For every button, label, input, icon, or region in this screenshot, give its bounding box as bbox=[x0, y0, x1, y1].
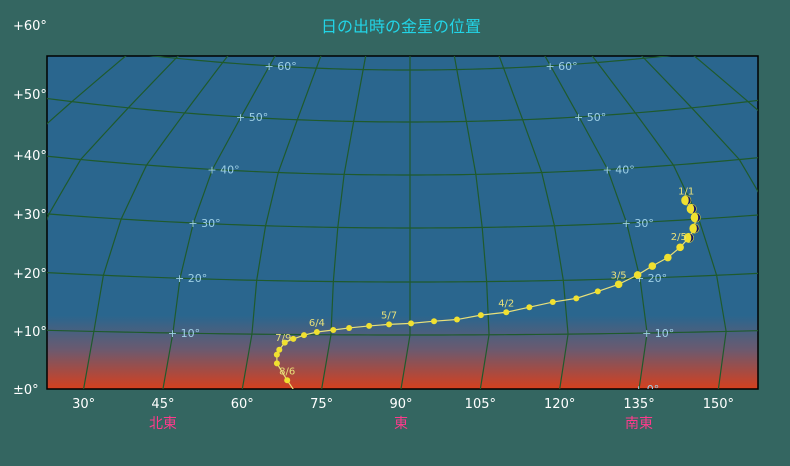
chart-title: 日の出時の金星の位置 bbox=[321, 17, 481, 36]
direction-label: 南東 bbox=[625, 416, 653, 432]
grid-altitude-label: + 40° bbox=[207, 163, 239, 176]
venus-point bbox=[549, 299, 556, 306]
venus-point bbox=[313, 329, 320, 336]
venus-point bbox=[454, 316, 461, 323]
grid-altitude-label: + 40° bbox=[603, 163, 635, 176]
y-axis: +60° +50° +40° +30° +20° +10° ±0° bbox=[13, 19, 47, 398]
venus-point bbox=[284, 377, 291, 384]
venus-point bbox=[676, 243, 684, 252]
y-tick-label: +50° bbox=[13, 88, 47, 103]
venus-dark-side bbox=[695, 213, 701, 223]
venus-point bbox=[346, 324, 353, 331]
grid-altitude-labels: + 60° + 60° + 50° + 50° + 40° + 40° + 30° + 30°… bbox=[168, 60, 674, 396]
x-tick-label: 30° bbox=[72, 397, 95, 412]
x-tick-label: 150° bbox=[703, 397, 734, 412]
meridian-line bbox=[241, 56, 322, 389]
grid-altitude-label: + 0° bbox=[634, 383, 659, 396]
altitude-line bbox=[112, 0, 709, 18]
venus-point bbox=[633, 271, 642, 279]
venus-point bbox=[664, 253, 672, 262]
date-label: 2/5 bbox=[671, 232, 687, 243]
meridian-line bbox=[641, 56, 758, 193]
date-label: 5/7 bbox=[381, 310, 397, 321]
x-axis: 30° 45° 60° 75° 90° 105° 120° 135° 150° bbox=[72, 397, 734, 412]
venus-point bbox=[648, 262, 657, 270]
date-label: 6/4 bbox=[309, 318, 325, 329]
x-tick-label: 120° bbox=[544, 397, 575, 412]
direction-labels: 北東 東 南東 bbox=[149, 416, 653, 432]
venus-point bbox=[273, 360, 280, 367]
venus-point bbox=[594, 288, 601, 295]
date-label: 3/5 bbox=[611, 270, 627, 281]
venus-point bbox=[366, 322, 373, 329]
date-label: 8/6 bbox=[279, 366, 295, 377]
x-tick-label: 75° bbox=[310, 397, 333, 412]
venus-point bbox=[276, 346, 283, 353]
venus-point bbox=[281, 339, 288, 346]
altitude-line bbox=[47, 271, 758, 283]
meridian-line bbox=[400, 56, 411, 389]
venus-point bbox=[573, 295, 580, 302]
y-tick-label: +30° bbox=[13, 208, 47, 223]
meridian-line bbox=[591, 56, 727, 389]
meridian-line bbox=[83, 56, 229, 389]
venus-point bbox=[330, 327, 337, 334]
altitude-line bbox=[47, 329, 758, 336]
altitude-line bbox=[47, 155, 758, 176]
grid-altitude-label: + 20° bbox=[175, 272, 207, 285]
meridian-line bbox=[544, 56, 648, 389]
y-tick-label: +60° bbox=[13, 19, 47, 34]
altitude-line bbox=[148, 56, 672, 71]
venus-point bbox=[408, 320, 415, 327]
y-tick-label: +20° bbox=[13, 267, 47, 282]
altitude-line bbox=[47, 97, 758, 123]
venus-dark-side bbox=[694, 223, 699, 233]
grid-altitude-label: + 10° bbox=[168, 327, 200, 340]
grid-altitude-label: + 60° bbox=[545, 60, 577, 73]
grid bbox=[47, 0, 758, 389]
venus-point bbox=[477, 312, 484, 319]
x-tick-label: 45° bbox=[151, 397, 174, 412]
venus-dark-side bbox=[691, 204, 697, 214]
direction-label: 東 bbox=[394, 416, 408, 432]
venus-dark-side bbox=[688, 233, 694, 243]
grid-altitude-label: + 30° bbox=[188, 217, 220, 230]
y-tick-label: +40° bbox=[13, 149, 47, 164]
grid-altitude-label: + 60° bbox=[265, 60, 297, 73]
venus-point bbox=[526, 304, 533, 311]
altitude-line bbox=[47, 213, 758, 229]
meridian-line bbox=[453, 56, 490, 389]
grid-altitude-label: + 20° bbox=[635, 272, 667, 285]
venus-path: 1/1 2/5 3/5 4/2 5/7 6/4 7/9 8/6 bbox=[273, 186, 701, 389]
y-tick-label: ±0° bbox=[13, 383, 39, 398]
x-tick-label: 60° bbox=[231, 397, 254, 412]
meridian-line bbox=[321, 56, 367, 389]
venus-point bbox=[301, 332, 308, 339]
grid-altitude-label: + 50° bbox=[574, 111, 606, 124]
direction-label: 北東 bbox=[149, 416, 177, 432]
y-tick-label: +10° bbox=[13, 325, 47, 340]
date-label: 1/1 bbox=[678, 186, 694, 197]
venus-point bbox=[431, 318, 438, 325]
grid-altitude-label: + 30° bbox=[622, 217, 654, 230]
meridian-line bbox=[47, 56, 179, 221]
venus-dark-side bbox=[686, 195, 691, 205]
date-label: 7/9 bbox=[275, 333, 291, 344]
venus-point bbox=[386, 321, 393, 328]
venus-point bbox=[273, 351, 280, 358]
venus-point bbox=[503, 309, 510, 316]
meridian-line bbox=[162, 56, 276, 389]
date-label: 4/2 bbox=[498, 298, 514, 309]
grid-altitude-label: + 50° bbox=[236, 111, 268, 124]
grid-altitude-label: + 10° bbox=[642, 327, 674, 340]
x-tick-label: 105° bbox=[465, 397, 496, 412]
meridian-line bbox=[498, 56, 569, 389]
venus-point bbox=[290, 335, 297, 342]
x-tick-label: 90° bbox=[389, 397, 412, 412]
venus-point bbox=[614, 280, 623, 289]
x-tick-label: 135° bbox=[623, 397, 654, 412]
